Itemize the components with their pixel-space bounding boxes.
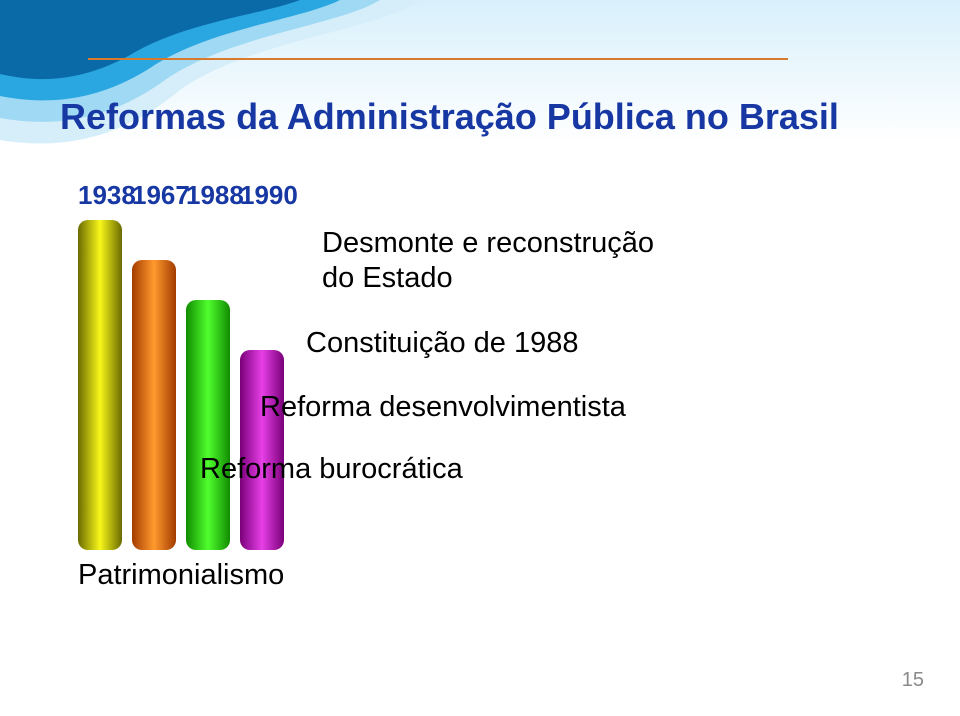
year-label-1988: 1988 <box>186 180 230 211</box>
label-line: Reforma burocrática <box>200 452 463 487</box>
diagram-label-3: Reforma desenvolvimentista <box>260 390 626 425</box>
title-underline <box>88 58 788 60</box>
year-label-1938: 1938 <box>78 180 122 211</box>
bar-4 <box>240 350 284 550</box>
year-labels-row: 1938 1967 1988 1990 <box>78 180 284 211</box>
label-line: do Estado <box>322 261 654 296</box>
diagram-label-5: Patrimonialismo <box>78 558 284 593</box>
label-line: Reforma desenvolvimentista <box>260 390 626 425</box>
bar-3 <box>186 300 230 550</box>
label-line: Desmonte e reconstrução <box>322 226 654 261</box>
bar-2 <box>132 260 176 550</box>
bar-1 <box>78 220 122 550</box>
page-number: 15 <box>902 669 924 692</box>
year-label-1967: 1967 <box>132 180 176 211</box>
year-label-1990: 1990 <box>240 180 284 211</box>
slide-title: Reformas da Administração Pública no Bra… <box>60 96 839 138</box>
diagram-label-1: Desmonte e reconstruçãodo Estado <box>322 226 654 296</box>
label-line: Constituição de 1988 <box>306 326 578 361</box>
diagram-label-2: Constituição de 1988 <box>306 326 578 361</box>
label-line: Patrimonialismo <box>78 558 284 593</box>
diagram-label-4: Reforma burocrática <box>200 452 463 487</box>
